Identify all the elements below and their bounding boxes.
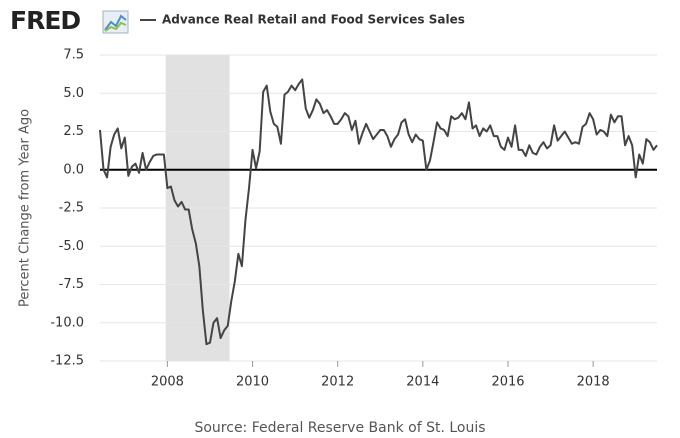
y-tick-label: 0.0 [63,162,84,177]
x-tick-label: 2014 [406,375,439,390]
x-tick-label: 2012 [321,375,354,390]
y-tick-label: -10.0 [50,315,84,330]
y-tick-label: -2.5 [59,201,84,216]
y-tick-label: 7.5 [63,48,84,63]
logo-line [104,14,127,31]
x-tick-label: 2018 [577,375,610,390]
y-tick-label: -7.5 [59,277,84,292]
series-line [99,78,658,346]
source: Source: Federal Reserve Bank of St. Loui… [194,420,485,436]
x-tick-label: 2016 [491,375,524,390]
logo-line [104,21,127,32]
y-tick-label: -5.0 [59,239,84,254]
x-tick-label: 2010 [236,375,269,390]
y-tick-label: -12.5 [50,354,84,369]
logo: FRED [10,6,80,35]
logo-icon [102,10,129,34]
legend-label: Advance Real Retail and Food Services Sa… [162,13,465,27]
y-tick-label: 5.0 [63,86,84,101]
x-tick-label: 2008 [151,375,184,390]
y-tick-label: 2.5 [63,124,84,139]
y-axis-label: Percent Change from Year Ago [18,109,33,307]
